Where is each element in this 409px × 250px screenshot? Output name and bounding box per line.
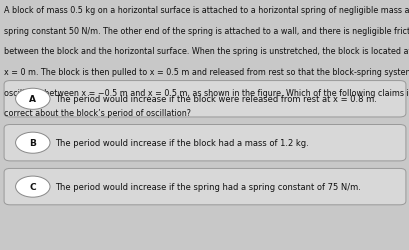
Text: oscillates between x = −0.5 m and x = 0.5 m, as shown in the figure. Which of th: oscillates between x = −0.5 m and x = 0.… [4,88,409,97]
FancyBboxPatch shape [4,169,405,205]
Text: between the block and the horizontal surface. When the spring is unstretched, th: between the block and the horizontal sur… [4,47,409,56]
Text: spring constant 50 N/m. The other end of the spring is attached to a wall, and t: spring constant 50 N/m. The other end of… [4,27,409,36]
FancyBboxPatch shape [4,125,405,161]
Circle shape [16,89,50,110]
Text: A: A [29,95,36,104]
Text: C: C [29,182,36,191]
Text: correct about the block’s period of oscillation?: correct about the block’s period of osci… [4,109,191,118]
Circle shape [16,176,50,198]
Text: x = 0 m. The block is then pulled to x = 0.5 m and released from rest so that th: x = 0 m. The block is then pulled to x =… [4,68,409,77]
Text: The period would increase if the spring had a spring constant of 75 N/m.: The period would increase if the spring … [55,182,360,191]
FancyBboxPatch shape [4,81,405,118]
Text: The period would increase if the block had a mass of 1.2 kg.: The period would increase if the block h… [55,139,308,147]
Text: B: B [29,139,36,147]
Text: A block of mass 0.5 kg on a horizontal surface is attached to a horizontal sprin: A block of mass 0.5 kg on a horizontal s… [4,6,409,15]
Circle shape [16,132,50,154]
Text: The period would increase if the block were released from rest at x = 0.8 m.: The period would increase if the block w… [55,95,376,104]
